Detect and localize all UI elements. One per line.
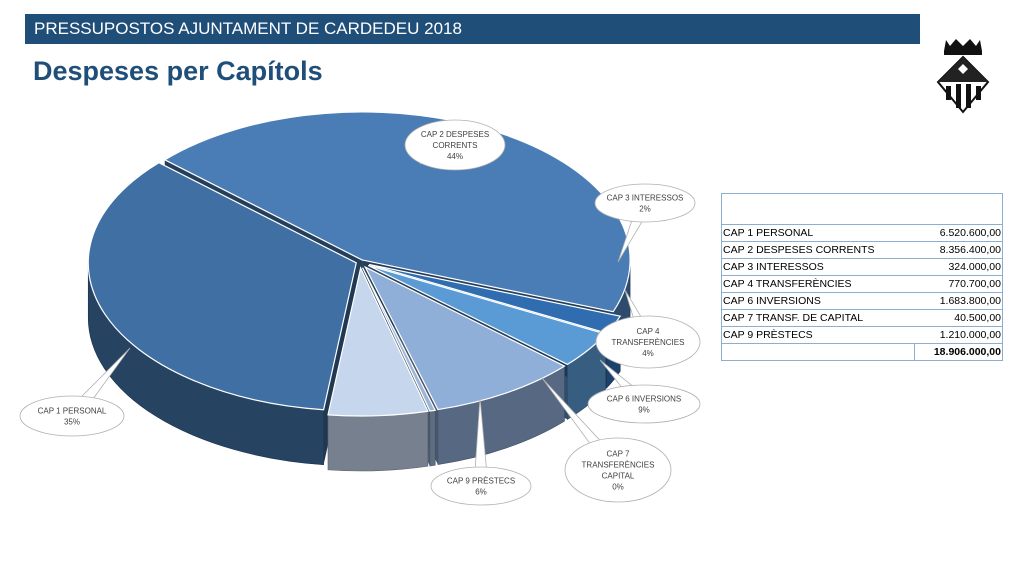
table-total: 18.906.000,00 <box>914 343 1003 361</box>
row-value: 1.683.800,00 <box>914 292 1003 310</box>
row-label: CAP 3 INTERESSOS <box>720 258 915 276</box>
row-label: CAP 9 PRÈSTECS <box>720 326 915 344</box>
data-label-percent: 4% <box>642 349 654 358</box>
slice-cap-9-prestecs <box>327 266 429 417</box>
row-label: CAP 7 TRANSF. DE CAPITAL <box>720 309 915 327</box>
row-label: CAP 1 PERSONAL <box>720 224 915 242</box>
slice-cap-1-personal <box>87 162 357 411</box>
coat-of-arms-icon <box>936 39 990 114</box>
data-label-percent: 44% <box>447 152 463 161</box>
data-label-cap-6-inversions: CAP 6 INVERSIONS 9% <box>587 359 701 424</box>
table-header <box>721 193 1003 225</box>
data-label-text: TRANSFERÈNCIES <box>612 338 685 347</box>
page-title: Despeses per Capítols <box>33 56 323 86</box>
row-value: 1.210.000,00 <box>914 326 1003 344</box>
data-label-text: CAP 1 PERSONAL <box>38 407 107 416</box>
budget-table: CAP 1 PERSONAL 6.520.600,00 CAP 2 DESPESE… <box>720 193 1003 361</box>
row-value: 324.000,00 <box>914 258 1003 276</box>
data-label-cap-7-transferencies-capital: CAP 7 TRANSFERÈNCIES CAPITAL 0% <box>541 377 672 503</box>
data-label-text: CAP 3 INTERESSOS <box>607 194 684 203</box>
table-row: CAP 6 INVERSIONS 1.683.800,00 <box>720 292 1003 310</box>
slice-cap-6-inversions <box>363 265 566 411</box>
data-label-percent: 2% <box>639 205 651 214</box>
data-label-cap-9-prestecs: CAP 9 PRÈSTECS 6% <box>430 397 532 506</box>
row-label: CAP 2 DESPESES CORRENTS <box>720 241 915 259</box>
slice-cap-2-despeses-corrents <box>163 111 631 313</box>
data-label-cap-3-interessos: CAP 3 INTERESSOS 2% <box>594 183 696 263</box>
slice-cap-7-transferencies-capital <box>362 267 437 412</box>
table-row: CAP 1 PERSONAL 6.520.600,00 <box>720 224 1003 242</box>
row-value: 770.700,00 <box>914 275 1003 293</box>
data-label-text: CAP 7 <box>607 450 631 459</box>
table-row: CAP 9 PRÈSTECS 1.210.000,00 <box>720 326 1003 344</box>
data-label-text: CAP 9 PRÈSTECS <box>447 477 515 486</box>
slice-side-cap-7-transferencies-capital <box>429 409 436 467</box>
data-label-text: TRANSFERÈNCIES <box>582 461 655 470</box>
data-label-cap-1-personal: CAP 1 PERSONAL 35% <box>19 347 131 437</box>
table-row: CAP 4 TRANSFERÈNCIES 770.700,00 <box>720 275 1003 293</box>
data-label-percent: 35% <box>64 418 80 427</box>
data-label-cap-2-despeses-corrents: CAP 2 DESPESES CORRENTS 44% <box>404 119 506 171</box>
data-label-percent: 9% <box>638 406 650 415</box>
row-value: 40.500,00 <box>914 309 1003 327</box>
data-label-text: CAP 4 <box>637 327 661 336</box>
data-label-text: CAPITAL <box>602 472 635 481</box>
slice-side-cap-9-prestecs <box>327 410 429 472</box>
row-value: 6.520.600,00 <box>914 224 1003 242</box>
banner-text: PRESSUPOSTOS AJUNTAMENT DE CARDEDEU 2018 <box>34 19 462 38</box>
row-label: CAP 4 TRANSFERÈNCIES <box>720 275 915 293</box>
title-banner: PRESSUPOSTOS AJUNTAMENT DE CARDEDEU 2018 <box>25 14 920 44</box>
table-row: CAP 2 DESPESES CORRENTS 8.356.400,00 <box>720 241 1003 259</box>
data-label-text: CAP 2 DESPESES <box>421 130 489 139</box>
table-row: CAP 3 INTERESSOS 324.000,00 <box>720 258 1003 276</box>
table-total-row: 18.906.000,00 <box>720 343 1003 361</box>
row-label: CAP 6 INVERSIONS <box>720 292 915 310</box>
data-label-text: CAP 6 INVERSIONS <box>607 395 682 404</box>
row-value: 8.356.400,00 <box>914 241 1003 259</box>
data-label-text: CORRENTS <box>433 141 478 150</box>
data-label-cap-4-transferencies: CAP 4 TRANSFERÈNCIES 4% <box>595 289 701 369</box>
data-label-percent: 0% <box>612 483 624 492</box>
table-row: CAP 7 TRANSF. DE CAPITAL 40.500,00 <box>720 309 1003 327</box>
data-label-percent: 6% <box>475 488 487 497</box>
